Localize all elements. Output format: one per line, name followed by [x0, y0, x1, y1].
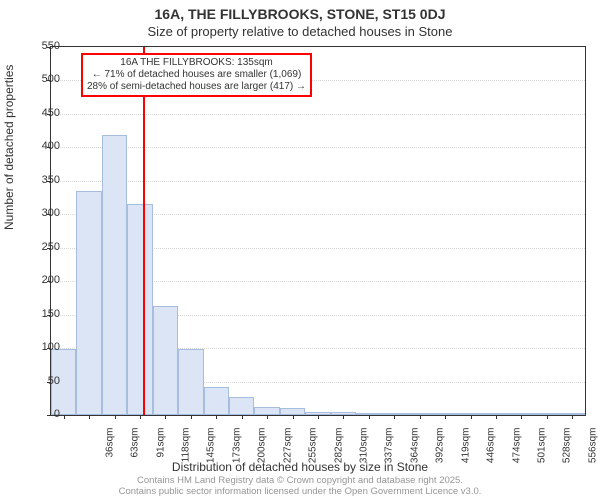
ytick-label: 100	[20, 341, 60, 353]
xtick-label: 392sqm	[435, 428, 446, 478]
histogram-bar	[178, 349, 203, 415]
xtick-mark	[318, 415, 319, 419]
ytick-label: 500	[20, 73, 60, 85]
xtick-mark	[242, 415, 243, 419]
annotation-line1: 16A THE FILLYBROOKS: 135sqm	[87, 57, 306, 69]
xtick-label: 91sqm	[155, 428, 166, 478]
xtick-label: 556sqm	[587, 428, 598, 478]
xtick-label: 419sqm	[460, 428, 471, 478]
annotation-line2: ← 71% of detached houses are smaller (1,…	[87, 69, 306, 81]
plot-area: 16A THE FILLYBROOKS: 135sqm← 71% of deta…	[50, 46, 586, 416]
ytick-label: 350	[20, 174, 60, 186]
xtick-label: 528sqm	[562, 428, 573, 478]
ytick-label: 550	[20, 40, 60, 52]
ytick-label: 450	[20, 107, 60, 119]
xtick-label: 63sqm	[130, 428, 141, 478]
xtick-mark	[89, 415, 90, 419]
chart-title-sub: Size of property relative to detached ho…	[0, 24, 600, 39]
attribution-line2: Contains public sector information licen…	[119, 486, 482, 497]
gridline-h	[51, 114, 585, 115]
histogram-bar	[153, 306, 178, 415]
histogram-bar	[229, 397, 254, 415]
gridline-h	[51, 181, 585, 182]
xtick-label: 227sqm	[282, 428, 293, 478]
xtick-label: 310sqm	[359, 428, 370, 478]
histogram-bar	[280, 408, 305, 415]
xtick-mark	[115, 415, 116, 419]
xtick-mark	[64, 415, 65, 419]
ytick-label: 400	[20, 140, 60, 152]
histogram-bar	[102, 135, 127, 415]
xtick-mark	[216, 415, 217, 419]
ytick-label: 150	[20, 308, 60, 320]
histogram-bar	[254, 407, 279, 415]
xtick-label: 200sqm	[257, 428, 268, 478]
xtick-mark	[496, 415, 497, 419]
xtick-mark	[471, 415, 472, 419]
xtick-label: 364sqm	[409, 428, 420, 478]
xtick-label: 282sqm	[333, 428, 344, 478]
ytick-label: 250	[20, 241, 60, 253]
xtick-label: 255sqm	[308, 428, 319, 478]
xtick-mark	[165, 415, 166, 419]
ytick-label: 200	[20, 274, 60, 286]
xtick-mark	[191, 415, 192, 419]
xtick-mark	[140, 415, 141, 419]
attribution-text: Contains HM Land Registry data © Crown c…	[0, 476, 600, 498]
xtick-label: 446sqm	[486, 428, 497, 478]
xtick-label: 173sqm	[231, 428, 242, 478]
xtick-label: 118sqm	[181, 428, 192, 478]
histogram-bar	[76, 191, 101, 415]
xtick-label: 501sqm	[537, 428, 548, 478]
ytick-label: 0	[20, 408, 60, 420]
xtick-mark	[521, 415, 522, 419]
xtick-mark	[420, 415, 421, 419]
x-axis-label: Distribution of detached houses by size …	[0, 460, 600, 474]
gridline-h	[51, 147, 585, 148]
chart-title-main: 16A, THE FILLYBROOKS, STONE, ST15 0DJ	[0, 6, 600, 22]
xtick-mark	[547, 415, 548, 419]
xtick-label: 474sqm	[511, 428, 522, 478]
annotation-line3: 28% of semi-detached houses are larger (…	[87, 81, 306, 93]
annotation-box: 16A THE FILLYBROOKS: 135sqm← 71% of deta…	[81, 53, 312, 97]
xtick-mark	[394, 415, 395, 419]
xtick-mark	[267, 415, 268, 419]
xtick-mark	[445, 415, 446, 419]
reference-vline	[143, 47, 145, 415]
chart-container: 16A, THE FILLYBROOKS, STONE, ST15 0DJ Si…	[0, 0, 600, 500]
xtick-mark	[293, 415, 294, 419]
histogram-bar	[204, 387, 229, 415]
ytick-label: 300	[20, 207, 60, 219]
xtick-mark	[572, 415, 573, 419]
xtick-mark	[369, 415, 370, 419]
xtick-label: 337sqm	[384, 428, 395, 478]
ytick-label: 50	[20, 375, 60, 387]
histogram-bar	[127, 204, 152, 415]
xtick-mark	[343, 415, 344, 419]
y-axis-label: Number of detached properties	[2, 65, 16, 230]
xtick-label: 145sqm	[206, 428, 217, 478]
xtick-label: 36sqm	[104, 428, 115, 478]
